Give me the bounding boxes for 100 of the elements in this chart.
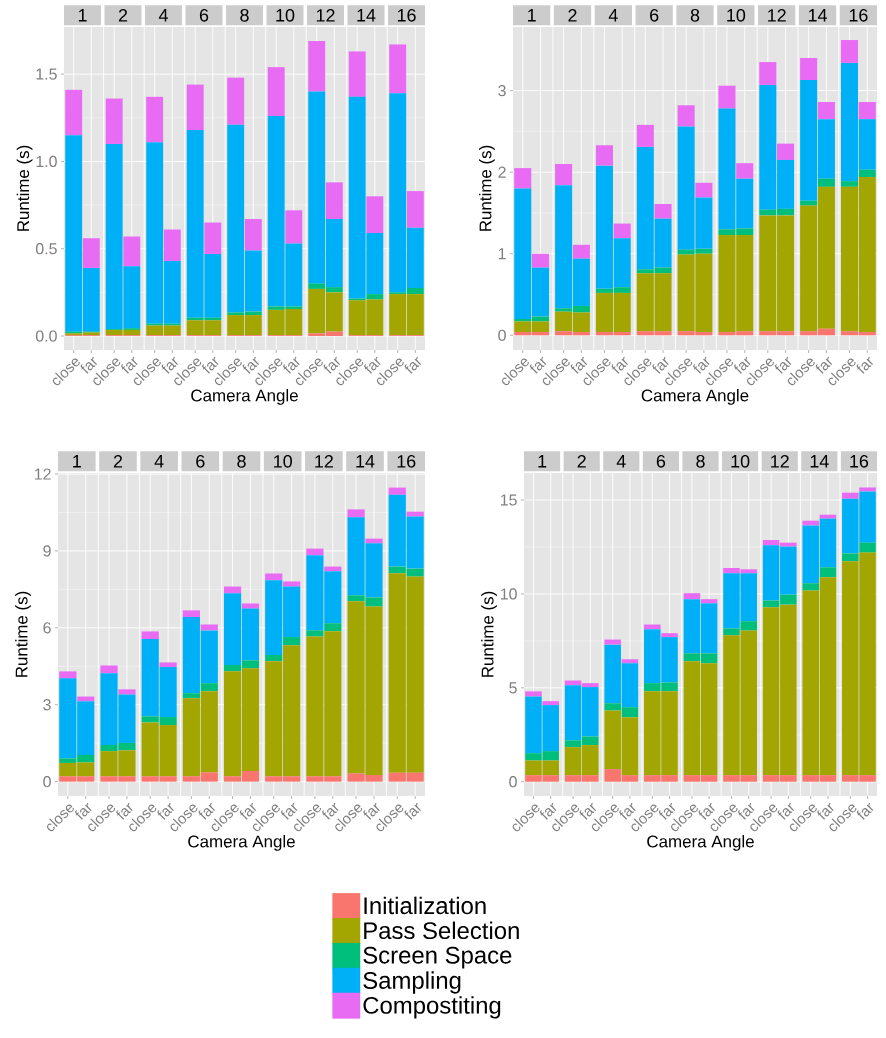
y-tick-label: 6 (43, 622, 51, 634)
text: 4 (154, 455, 164, 468)
x-axis-title: Camera Angle (647, 835, 754, 851)
y-tick-label: 0 (509, 776, 517, 788)
x-axis-title: Camera Angle (641, 389, 749, 405)
text: 14 (356, 455, 375, 468)
text: 2 (118, 9, 128, 22)
text: 6 (656, 454, 666, 468)
text: 8 (690, 8, 700, 22)
bar (683, 593, 701, 600)
y-axis-title: Runtime (s) (16, 145, 33, 231)
text: 6 (650, 8, 659, 22)
bar (555, 164, 573, 186)
x-tick-label: far (856, 356, 874, 374)
bar (325, 182, 343, 220)
y-tick-label: 3 (43, 699, 51, 711)
legend-label: Sampling (363, 971, 461, 994)
bar (265, 573, 283, 581)
text: 8 (237, 454, 246, 468)
text: 12 (771, 455, 789, 468)
legend-label: Pass Selection (364, 921, 519, 940)
text: 2 (577, 455, 586, 468)
y-axis-title: Runtime (s) (479, 145, 495, 231)
bar (227, 77, 245, 125)
bar (406, 511, 424, 517)
text: 8 (240, 8, 249, 22)
bar (700, 599, 718, 604)
text: 4 (616, 455, 626, 468)
bar (525, 691, 542, 697)
text: 16 (849, 8, 868, 22)
text: 4 (608, 9, 618, 22)
text: 14 (808, 9, 827, 22)
text: 1 (538, 455, 547, 468)
bar (636, 124, 654, 147)
text: 2 (113, 455, 123, 468)
y-axis-title: Runtime (s) (15, 591, 31, 677)
y-tick-label: 15 (500, 494, 517, 506)
y-tick-label: 2 (498, 166, 506, 178)
bar (677, 105, 695, 127)
text: 12 (316, 9, 335, 22)
bar (859, 487, 876, 492)
bar (141, 631, 159, 640)
legend-label: Initialization (364, 896, 486, 915)
y-tick-label: 1.0 (36, 155, 57, 168)
bar (105, 98, 123, 144)
y-axis-title: Runtime (s) (481, 591, 497, 677)
y-tick-label: 5 (509, 682, 517, 694)
bar (661, 633, 678, 638)
bar (146, 96, 164, 143)
bar (802, 583, 819, 591)
bar (819, 567, 837, 578)
bar (817, 102, 835, 120)
bar (406, 191, 424, 228)
x-tick-label: far (404, 356, 422, 374)
text: 4 (158, 9, 168, 22)
y-tick-label: 0.0 (35, 330, 57, 342)
y-tick-label: 9 (43, 545, 51, 557)
bar (654, 203, 672, 219)
bar (200, 683, 218, 692)
bar (695, 182, 713, 198)
bar (858, 169, 876, 178)
text: 1 (73, 455, 81, 468)
text: 10 (274, 454, 292, 468)
x-tick-label: far (404, 802, 421, 820)
text: 12 (315, 455, 333, 468)
x-tick-label: far (856, 802, 874, 820)
y-tick-label: 0 (43, 776, 51, 788)
bar (777, 143, 795, 160)
bar (819, 514, 837, 519)
bar (366, 196, 384, 234)
text: 1 (78, 9, 87, 22)
bar (244, 219, 262, 251)
x-axis-title: Camera Angle (191, 389, 298, 405)
legend-label: Screen Space (363, 946, 512, 969)
text: 10 (276, 8, 295, 22)
bar (59, 671, 77, 679)
bar (241, 603, 260, 609)
bar (204, 222, 222, 254)
bar (65, 89, 83, 136)
bar (100, 665, 118, 674)
y-tick-label: 0.5 (35, 243, 57, 255)
text: 16 (850, 454, 869, 468)
x-axis-title: Camera Angle (188, 835, 295, 851)
y-tick-label: 1 (498, 248, 506, 260)
bar (365, 538, 383, 544)
bar (604, 639, 621, 645)
text: 16 (397, 8, 416, 22)
bar (736, 163, 754, 179)
bar (817, 178, 835, 187)
text: 16 (397, 454, 416, 468)
y-tick-label: 12 (34, 468, 51, 480)
text: 1 (528, 9, 536, 22)
text: 6 (196, 454, 205, 468)
y-tick-label: 0 (498, 329, 506, 341)
text: 14 (357, 9, 376, 22)
bar (858, 102, 876, 120)
bar (265, 655, 283, 662)
bar (283, 581, 301, 587)
y-tick-label: 1.5 (36, 68, 57, 80)
bar (182, 693, 200, 699)
